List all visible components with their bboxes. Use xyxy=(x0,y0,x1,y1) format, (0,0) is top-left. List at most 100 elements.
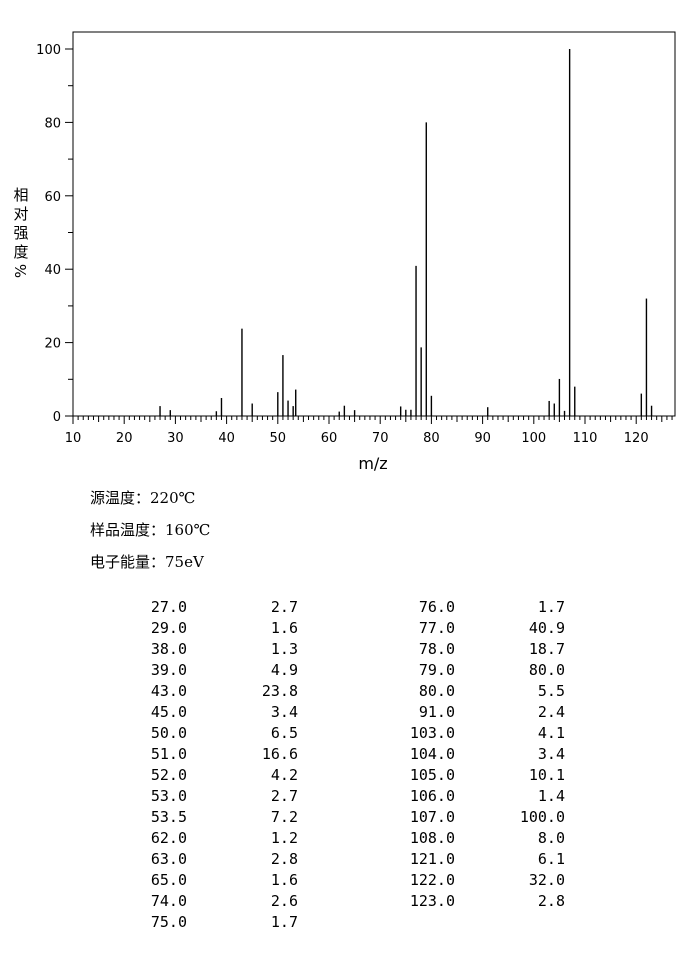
intensity-value: 16.6 xyxy=(261,745,298,763)
table-row: 62.0 1.2 xyxy=(0,828,330,849)
intensity-value: 3.4 xyxy=(537,745,565,763)
table-row: 51.0 16.6 xyxy=(0,744,330,765)
intensity-value: 2.7 xyxy=(270,787,298,805)
table-row: 75.0 1.7 xyxy=(0,912,330,933)
intensity-value: 2.8 xyxy=(537,892,565,910)
mz-value: 104.0 xyxy=(409,745,455,763)
table-row: 108.0 8.0 xyxy=(330,828,670,849)
sample-temperature: 样品温度：160℃ xyxy=(90,521,211,539)
intensity-value: 100.0 xyxy=(519,808,565,826)
intensity-value: 23.8 xyxy=(261,682,298,700)
table-row: 121.0 6.1 xyxy=(330,849,670,870)
intensity-value: 1.4 xyxy=(537,787,565,805)
intensity-value: 3.4 xyxy=(270,703,298,721)
peak-table-left: 27.0 2.7 29.0 1.6 38.0 1.3 39.0 4.9 43.0 23.8 45.0… xyxy=(0,597,330,933)
intensity-value: 2.4 xyxy=(537,703,565,721)
y-tick-label: 80 xyxy=(44,116,61,131)
x-axis-title: m/z xyxy=(358,454,387,473)
intensity-value: 2.7 xyxy=(270,598,298,616)
table-row: 50.0 6.5 xyxy=(0,723,330,744)
intensity-value: 8.0 xyxy=(537,829,565,847)
mz-value: 29.0 xyxy=(150,619,187,637)
mz-value: 77.0 xyxy=(418,619,455,637)
peak-table-right: 76.0 1.7 77.0 40.9 78.0 18.7 79.0 80.0 80.0 5.5 91… xyxy=(330,597,670,912)
peak-bars xyxy=(159,49,653,416)
mz-value: 76.0 xyxy=(418,598,455,616)
table-row: 80.0 5.5 xyxy=(330,681,670,702)
table-row: 78.0 18.7 xyxy=(330,639,670,660)
intensity-value: 6.1 xyxy=(537,850,565,868)
mz-value: 50.0 xyxy=(150,724,187,742)
table-row: 122.0 32.0 xyxy=(330,870,670,891)
intensity-value: 1.7 xyxy=(537,598,565,616)
x-tick-label: 60 xyxy=(321,431,338,446)
intensity-value: 2.8 xyxy=(270,850,298,868)
mz-value: 38.0 xyxy=(150,640,187,658)
x-tick-label: 20 xyxy=(116,431,133,446)
intensity-value: 5.5 xyxy=(537,682,565,700)
table-row: 53.0 2.7 xyxy=(0,786,330,807)
mz-value: 53.5 xyxy=(150,808,187,826)
table-row: 91.0 2.4 xyxy=(330,702,670,723)
table-row: 38.0 1.3 xyxy=(0,639,330,660)
y-tick-label: 100 xyxy=(36,43,61,58)
table-row: 52.0 4.2 xyxy=(0,765,330,786)
mz-value: 107.0 xyxy=(409,808,455,826)
intensity-value: 4.2 xyxy=(270,766,298,784)
intensity-value: 18.7 xyxy=(528,640,565,658)
intensity-value: 4.9 xyxy=(270,661,298,679)
y-axis-title-char: 强 xyxy=(13,224,28,242)
y-axis-title-char: 对 xyxy=(13,205,28,223)
x-tick-label: 30 xyxy=(167,431,184,446)
x-tick-label: 90 xyxy=(474,431,491,446)
y-axis-title-char: 度 xyxy=(13,243,28,261)
mz-value: 80.0 xyxy=(418,682,455,700)
intensity-value: 2.6 xyxy=(270,892,298,910)
intensity-value: 1.7 xyxy=(270,913,298,931)
intensity-value: 1.6 xyxy=(270,871,298,889)
electron-energy: 电子能量：75eV xyxy=(90,553,204,571)
mz-value: 91.0 xyxy=(418,703,455,721)
y-tick-label: 40 xyxy=(44,263,61,278)
table-row: 63.0 2.8 xyxy=(0,849,330,870)
table-row: 29.0 1.6 xyxy=(0,618,330,639)
x-tick-label: 70 xyxy=(372,431,389,446)
x-tick-label: 120 xyxy=(624,431,649,446)
mz-value: 51.0 xyxy=(150,745,187,763)
mz-value: 53.0 xyxy=(150,787,187,805)
intensity-value: 7.2 xyxy=(270,808,298,826)
mz-value: 62.0 xyxy=(150,829,187,847)
mz-value: 105.0 xyxy=(409,766,455,784)
mz-value: 63.0 xyxy=(150,850,187,868)
table-row: 76.0 1.7 xyxy=(330,597,670,618)
table-row: 53.5 7.2 xyxy=(0,807,330,828)
x-tick-label: 10 xyxy=(65,431,82,446)
mz-value: 123.0 xyxy=(409,892,455,910)
mz-value: 74.0 xyxy=(150,892,187,910)
mz-value: 45.0 xyxy=(150,703,187,721)
mz-value: 65.0 xyxy=(150,871,187,889)
table-row: 106.0 1.4 xyxy=(330,786,670,807)
y-tick-label: 0 xyxy=(53,410,61,425)
mz-value: 43.0 xyxy=(150,682,187,700)
table-row: 105.0 10.1 xyxy=(330,765,670,786)
y-axis-title-char: % xyxy=(12,264,30,278)
intensity-value: 80.0 xyxy=(528,661,565,679)
intensity-value: 32.0 xyxy=(528,871,565,889)
x-tick-label: 50 xyxy=(270,431,287,446)
x-tick-label: 80 xyxy=(423,431,440,446)
x-tick-label: 40 xyxy=(218,431,235,446)
table-row: 79.0 80.0 xyxy=(330,660,670,681)
x-tick-label: 110 xyxy=(573,431,598,446)
mz-value: 27.0 xyxy=(150,598,187,616)
mz-value: 78.0 xyxy=(418,640,455,658)
table-row: 43.0 23.8 xyxy=(0,681,330,702)
intensity-value: 6.5 xyxy=(270,724,298,742)
intensity-value: 10.1 xyxy=(528,766,565,784)
intensity-value: 40.9 xyxy=(528,619,565,637)
plot-frame xyxy=(72,31,676,417)
mz-value: 108.0 xyxy=(409,829,455,847)
table-row: 27.0 2.7 xyxy=(0,597,330,618)
